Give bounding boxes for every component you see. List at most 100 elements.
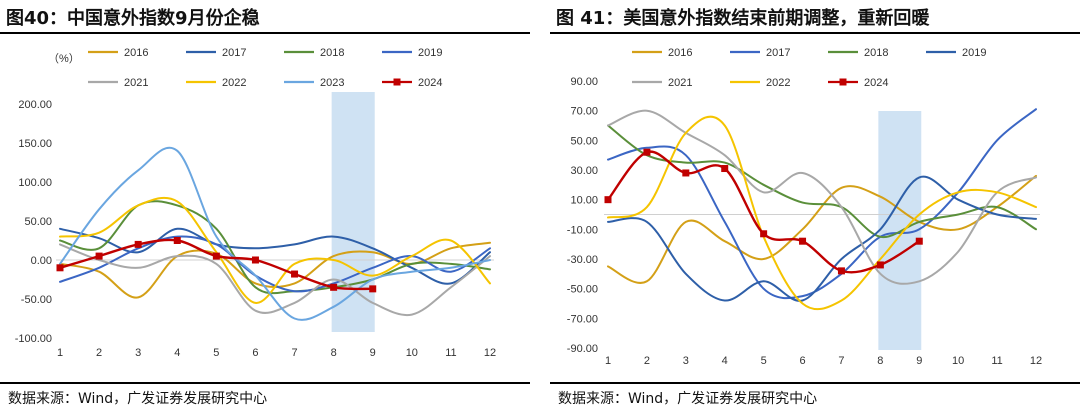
y-tick-label: 30.00: [570, 165, 598, 177]
point-2024: [173, 237, 181, 244]
point-2024: [915, 237, 923, 245]
legend-label-2016: 2016: [668, 47, 692, 59]
x-tick-label: 4: [174, 347, 180, 359]
y-tick-label: 100.00: [18, 177, 52, 189]
x-tick-label: 11: [445, 347, 456, 359]
legend-label-2016: 2016: [124, 47, 148, 59]
legend-label-2021: 2021: [124, 77, 148, 89]
point-2024: [604, 196, 612, 204]
y-tick-label: -50.00: [567, 284, 598, 296]
bottom-rule: [0, 382, 530, 384]
y-tick-label: 70.00: [570, 106, 598, 118]
series-line-2018: [607, 124, 1037, 238]
point-2024: [760, 230, 768, 238]
top-rule: [550, 32, 1080, 34]
legend-marker-2024: [839, 78, 847, 86]
point-2024: [134, 240, 142, 248]
x-tick-label: 1: [605, 355, 611, 367]
x-tick-label: 7: [838, 355, 844, 367]
legend-label-2024: 2024: [418, 77, 442, 89]
legend-label-2018: 2018: [320, 47, 344, 59]
legend-label-2017: 2017: [222, 47, 246, 59]
chart-title: 图40：中国意外指数9月份企稳: [6, 8, 260, 29]
y-tick-label: 50.00: [570, 135, 598, 147]
y-tick-label: -70.00: [567, 313, 598, 325]
y-tick-label: -30.00: [567, 254, 598, 266]
x-tick-label: 4: [722, 355, 728, 367]
x-tick-label: 11: [991, 355, 1002, 367]
y-tick-label: -100.00: [15, 333, 52, 345]
x-tick-label: 6: [799, 355, 805, 367]
point-2024: [837, 267, 845, 275]
series-line-2016: [607, 174, 1037, 284]
point-2024: [643, 148, 651, 156]
point-2024: [721, 165, 729, 173]
point-2024: [251, 256, 259, 264]
point-2024: [291, 270, 299, 278]
x-tick-label: 12: [1030, 355, 1042, 367]
legend-label-2023: 2023: [320, 77, 344, 89]
y-tick-label: 0.00: [31, 255, 52, 267]
highlight-band: [331, 92, 375, 332]
chart-title: 图 41：美国意外指数结束前期调整，重新回暖: [556, 8, 930, 29]
legend-label-2017: 2017: [766, 47, 790, 59]
legend-label-2024: 2024: [864, 77, 888, 89]
y-tick-label: 200.00: [18, 99, 52, 111]
us-surprise-chart: 90.00 70.00 50.00 30.00 10.00 -10.00 -30.00 -50…: [567, 47, 1042, 367]
top-rule: [0, 32, 530, 34]
legend-label-2018: 2018: [864, 47, 888, 59]
y-tick-label: 10.00: [570, 195, 598, 207]
x-tick-label: 1: [57, 347, 63, 359]
series-line-2022: [59, 196, 491, 304]
source-note: 数据来源：Wind，广发证券发展研究中心: [558, 391, 818, 407]
series-line-2023: [59, 146, 491, 321]
series-line-2022: [607, 115, 1037, 311]
series-line-2021: [59, 243, 491, 317]
x-tick-label: 9: [370, 347, 376, 359]
x-tick-label: 5: [213, 347, 219, 359]
unit-label: （%）: [48, 52, 80, 65]
y-tick-label: -10.00: [567, 224, 598, 236]
x-tick-label: 8: [331, 347, 337, 359]
x-tick-label: 5: [761, 355, 767, 367]
legend-label-2022: 2022: [222, 77, 246, 89]
x-tick-label: 7: [291, 347, 297, 359]
y-tick-label: 150.00: [18, 138, 52, 150]
point-2024: [682, 169, 690, 177]
x-tick-label: 3: [683, 355, 689, 367]
bottom-rule: [550, 382, 1080, 384]
x-tick-label: 12: [484, 347, 496, 359]
series-line-2024: [606, 150, 921, 274]
legend-label-2019: 2019: [962, 47, 986, 59]
point-2024: [95, 252, 103, 260]
point-2024: [212, 252, 220, 260]
chart-panel-us: 图 41：美国意外指数结束前期调整，重新回暖 90.00 70.00 50.00 30…: [550, 0, 1080, 416]
y-tick-label: 50.00: [24, 216, 52, 228]
point-2024: [369, 285, 377, 293]
legend-label-2022: 2022: [766, 77, 790, 89]
x-tick-label: 2: [96, 347, 102, 359]
legend-label-2021: 2021: [668, 77, 692, 89]
legend-label-2019: 2019: [418, 47, 442, 59]
point-2024: [799, 237, 807, 245]
legend-marker-2024: [393, 78, 401, 86]
point-2024: [330, 283, 338, 291]
y-tick-label: -90.00: [567, 343, 598, 355]
x-tick-label: 2: [644, 355, 650, 367]
x-tick-label: 9: [916, 355, 922, 367]
china-surprise-chart: 200.00 150.00 100.00 50.00 0.00 -50.00 -100.00…: [15, 47, 496, 359]
point-2024: [56, 264, 64, 272]
series-line-2017: [59, 227, 491, 285]
series-line-2021: [607, 109, 1037, 285]
x-tick-label: 8: [877, 355, 883, 367]
series-line-2017: [607, 108, 1037, 300]
series-line-2019: [607, 175, 1037, 302]
x-tick-label: 6: [252, 347, 258, 359]
x-tick-label: 3: [135, 347, 141, 359]
series-line-2019: [59, 235, 491, 293]
point-2024: [876, 261, 884, 269]
y-tick-label: 90.00: [570, 76, 598, 88]
source-note: 数据来源：Wind，广发证券发展研究中心: [8, 391, 268, 407]
chart-panel-china: 图40：中国意外指数9月份企稳 200.00 150.00 100.00 50.00 0…: [0, 0, 530, 416]
y-tick-label: -50.00: [21, 294, 52, 306]
